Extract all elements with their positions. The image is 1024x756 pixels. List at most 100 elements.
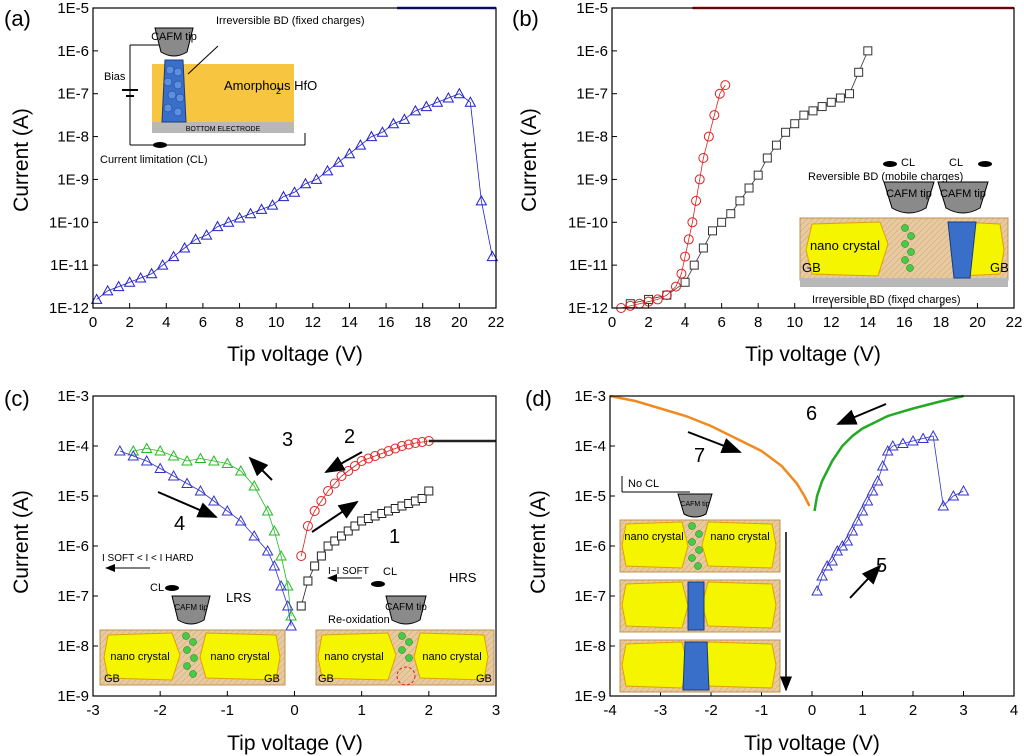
inset-b-reversible-filament — [901, 224, 915, 272]
data-point — [625, 300, 636, 311]
data-point — [154, 462, 167, 473]
step-label-3: 3 — [282, 429, 293, 451]
x-tick-label: 18 — [933, 314, 950, 331]
inset-a-electrode-label: BOTTOM ELECTRODE — [186, 126, 261, 133]
series-connector — [816, 435, 964, 592]
x-tick-label: -3 — [654, 702, 667, 719]
y-tick-label: 1E-12 — [568, 300, 608, 317]
data-point — [703, 131, 714, 142]
inset-b-gb-right: GB — [990, 260, 1009, 275]
x-tick-label: -4 — [603, 702, 616, 719]
panel-d: (d) Current (A) Tip voltage (V) -4 -3 -2 -1… — [525, 386, 1018, 755]
inset-d-filament-3 — [682, 641, 710, 691]
y-tick-label: 1E-7 — [574, 588, 606, 605]
data-point — [698, 243, 708, 253]
data-point — [790, 119, 800, 129]
inset-b-reversible: Reversible BD (mobile charges) — [808, 171, 963, 183]
inset-b-tip-left-label: CAFM tip — [886, 188, 932, 200]
inset-a-irreversible-pointer — [187, 45, 219, 75]
x-tick-label: 14 — [341, 314, 358, 331]
data-point — [799, 110, 809, 120]
panel-c-ticks: -3 -2 -1 0 1 2 3 1E-9 1E-8 1E-7 1E-6 1E-5 1E-4 1E-3 — [57, 388, 500, 719]
inset-b-gb-left: GB — [802, 260, 821, 275]
data-point — [420, 100, 433, 112]
inset-c-hrs-label: HRS — [449, 570, 477, 585]
data-point — [248, 479, 261, 491]
x-tick-label: -1 — [755, 702, 768, 719]
inset-d-crystal-3-right — [701, 641, 777, 689]
arrow-step-7 — [687, 431, 742, 454]
data-point — [316, 551, 326, 561]
y-tick-label: 1E-9 — [574, 688, 606, 705]
x-tick-label: 10 — [786, 314, 803, 331]
panel-d-label: (d) — [525, 386, 552, 411]
data-point — [717, 217, 727, 227]
y-tick-label: 1E-9 — [576, 171, 608, 188]
x-tick-label: 3 — [492, 702, 500, 719]
data-point — [851, 514, 864, 526]
data-point — [275, 579, 287, 591]
data-point — [316, 496, 327, 506]
data-point — [261, 544, 274, 556]
inset-c-isoft: I~I SOFT — [328, 566, 369, 577]
data-point — [244, 207, 257, 219]
data-point — [698, 153, 709, 163]
data-point — [643, 296, 654, 307]
data-point — [221, 457, 234, 468]
y-tick-label: 1E-7 — [57, 588, 89, 605]
inset-c-lrs-tip — [171, 595, 211, 625]
data-point — [680, 251, 691, 262]
data-point — [349, 461, 360, 471]
y-tick-label: 1E-8 — [57, 129, 89, 146]
panel-a-ticks: 0 2 4 6 8 10 12 14 16 18 20 22 1E-12 1E-11 1E-10 1E-9 1E… — [49, 0, 504, 331]
inset-c-hrs-gb-right: GB — [476, 673, 492, 685]
series-connector — [300, 490, 430, 607]
data-point — [841, 534, 854, 546]
x-tick-label: 4 — [1010, 702, 1018, 719]
inset-d-tip — [677, 493, 713, 518]
x-tick-label: 22 — [1006, 314, 1023, 331]
x-tick-label: 20 — [969, 314, 986, 331]
data-point — [720, 80, 731, 91]
inset-d-nocl: No CL — [628, 478, 659, 490]
inset-c-lrs-nano-right: nano crystal — [210, 651, 269, 663]
data-point — [390, 443, 401, 454]
data-point — [691, 195, 702, 206]
inset-d-tip-label: CAFM tip — [680, 501, 709, 508]
panel-b-frame — [611, 7, 1015, 309]
x-tick-label: 12 — [823, 314, 840, 331]
data-point — [417, 437, 428, 447]
data-point — [114, 444, 126, 456]
inset-b-fixed-filament — [947, 221, 977, 279]
data-point — [762, 153, 772, 163]
inset-c-lrs-filament — [182, 632, 198, 678]
data-point — [156, 259, 169, 270]
step-label-1: 1 — [389, 526, 400, 548]
panel-c-inset-lrs: CAFM tip CL I SOFT < I < I HARD LRS nano… — [99, 553, 286, 686]
inset-d-filament-2 — [687, 581, 705, 631]
inset-c-hrs-tip-label: CAFM tip — [385, 602, 427, 613]
data-point — [365, 130, 378, 142]
x-tick-label: 6 — [199, 314, 207, 331]
data-point — [726, 209, 736, 219]
data-point — [323, 541, 333, 551]
data-point — [211, 220, 224, 232]
data-point — [268, 559, 281, 571]
data-point — [127, 444, 140, 456]
y-tick-label: 1E-6 — [57, 538, 89, 555]
panel-a-frame — [92, 7, 497, 309]
panel-c-xlabel: Tip voltage (V) — [227, 732, 363, 755]
data-point — [876, 459, 889, 471]
data-point — [194, 452, 207, 463]
data-point — [330, 536, 340, 546]
data-point — [846, 524, 859, 536]
inset-b-tip-right — [937, 181, 989, 214]
data-point — [266, 199, 279, 210]
arrow-step-4 — [157, 491, 218, 518]
data-point — [296, 601, 306, 611]
panel-b-inset: CAFM tip CAFM tip CL CL Reversible BD (m… — [799, 157, 1009, 306]
data-point — [123, 276, 136, 287]
arrow-step-1 — [311, 500, 359, 533]
inset-c-hrs-cl — [371, 581, 385, 587]
